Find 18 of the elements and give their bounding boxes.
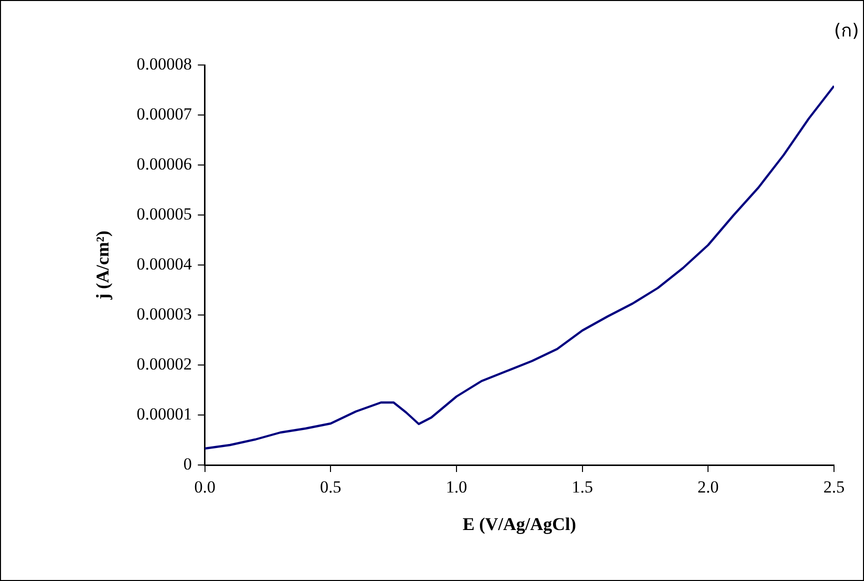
y-tick-label: 0 <box>183 454 192 474</box>
y-axis-title: j (A/cm²) <box>92 230 112 300</box>
y-tick-label: 0.00001 <box>136 404 192 424</box>
x-tick-label: 2.5 <box>823 478 845 497</box>
y-tick-label: 0.00004 <box>136 254 192 274</box>
x-axis-title: E (V/Ag/AgCl) <box>462 514 576 534</box>
y-tick-label: 0.00008 <box>136 54 192 74</box>
x-tick-label: 2.0 <box>698 478 719 497</box>
text: (ก) <box>834 20 859 42</box>
x-tick-label: 0.0 <box>194 478 216 497</box>
x-tick-label: 0.5 <box>320 478 342 497</box>
x-tick-label: 1.0 <box>446 478 468 497</box>
y-tick-label: 0.00006 <box>136 154 192 174</box>
y-tick-label: 0.00005 <box>136 204 192 224</box>
y-tick-label: 0.00002 <box>136 354 192 374</box>
y-tick-label: 0.00007 <box>136 104 192 124</box>
x-tick-label: 1.5 <box>572 478 593 497</box>
y-tick-label: 0.00003 <box>136 304 192 324</box>
